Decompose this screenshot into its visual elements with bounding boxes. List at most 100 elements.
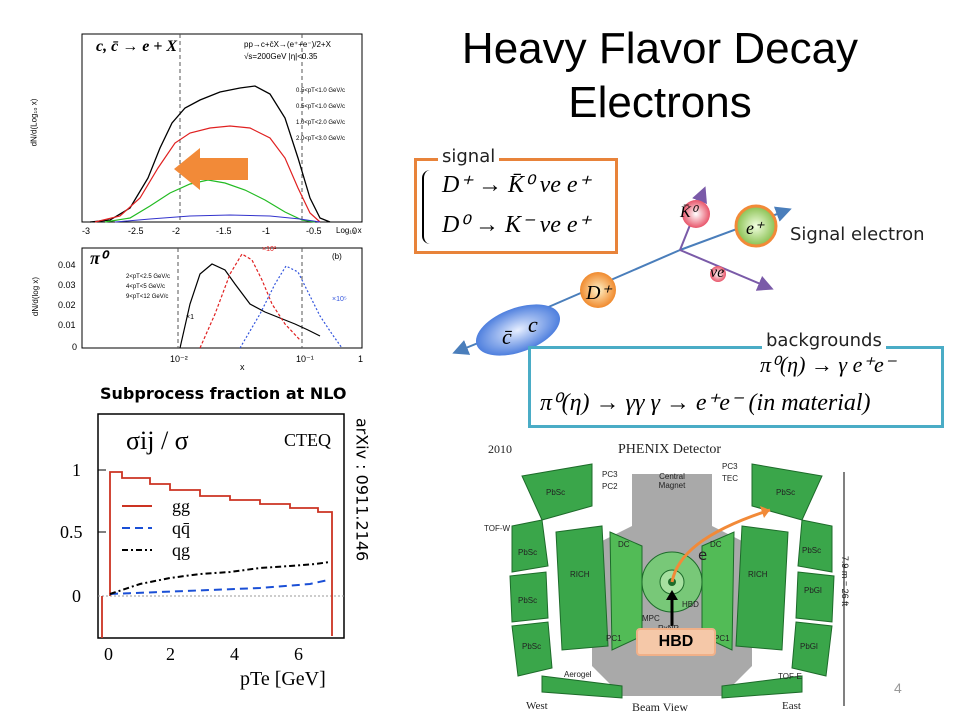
detector-label: TOF-E — [778, 672, 802, 681]
detector-bottom-view: Beam View — [632, 700, 689, 714]
scale-label: ×10² — [262, 246, 277, 253]
detector-label: Aerogel — [564, 670, 592, 679]
hbd-label: HBD — [636, 628, 716, 656]
y-tick: 0 — [72, 342, 77, 352]
legend-entry: 0.5<pT<1.0 GeV/c — [296, 88, 346, 94]
x-tick: -2 — [172, 226, 180, 236]
legend-entry: 0.5<pT<1.0 GeV/c — [296, 104, 346, 110]
detector-label: PbSc — [518, 548, 538, 557]
x-tick: 10⁻² — [170, 354, 188, 364]
pi0-x-plot: 0.04 0.03 0.02 0.01 0 10⁻² 10⁻¹ 1 x π⁰ (… — [31, 244, 370, 374]
detector-label: PC3 — [602, 470, 618, 479]
detector-label: MPC — [642, 614, 660, 623]
y-tick: 0.04 — [58, 260, 76, 270]
c-label: c — [528, 312, 538, 337]
legend-entry: 4<pT<5 GeV/c — [126, 284, 166, 290]
detector-label: Central Magnet — [658, 472, 686, 490]
panel-tag: (b) — [332, 252, 342, 261]
slide-title: Heavy Flavor Decay Electrons — [461, 24, 859, 127]
detector-label: PC3 — [722, 462, 738, 471]
detector-label: PC1 — [606, 634, 622, 643]
detector-dimension: 7.9 m = 26 ft — [840, 555, 850, 607]
decay-diagram — [452, 186, 792, 356]
signal-electron-label: Signal electron — [790, 224, 925, 245]
charm-decay-x-svg: -3 -2.5 -2 -1.5 -1 -0.5 0 — [81, 33, 363, 236]
detector-label: PbGl — [800, 642, 818, 651]
x-tick: 0 — [352, 226, 357, 236]
backgrounds-label: backgrounds — [762, 330, 886, 351]
detector-label: TOF-W — [484, 524, 511, 533]
x-tick: -1.5 — [216, 226, 232, 236]
x-tick: 1 — [358, 354, 363, 364]
detector-label: TEC — [722, 474, 738, 483]
backgrounds-box — [528, 346, 944, 428]
top-plot-process: pp→c+c̄X→(e⁺+e⁻)/2+X — [244, 40, 331, 49]
positron-label: e⁺ — [746, 218, 764, 238]
x-tick: -0.5 — [306, 226, 322, 236]
top-plot-energy: √s=200GeV |η|<0.35 — [244, 52, 318, 61]
detector-bottom-east: East — [782, 700, 801, 712]
signal-line-2: D⁰ → K⁻ νe e⁺ — [442, 212, 591, 238]
x-tick: 2 — [166, 644, 175, 664]
d-meson-label: D⁺ — [586, 282, 611, 304]
subprocess-svg — [97, 413, 345, 639]
y-tick: 0.01 — [58, 320, 76, 330]
x-tick: 4 — [230, 644, 239, 664]
y-tick: 0 — [72, 586, 81, 606]
cbar-label: c̄ — [502, 324, 512, 349]
x-tick: -1 — [262, 226, 270, 236]
detector-label: RICH — [570, 570, 590, 579]
neutrino-label: νe — [710, 264, 725, 281]
subprocess-plot: σij / σ CTEQ gg qq̄ qg 1 0.5 0 0 2 4 6 p… — [60, 408, 350, 698]
x-axis-label: x — [240, 362, 245, 372]
legend-gg: gg — [172, 496, 190, 516]
electron-label: e — [698, 546, 708, 564]
detector-label: PbSc — [518, 596, 538, 605]
detector-label: RICH — [748, 570, 768, 579]
scale-label: ×10⁵ — [332, 296, 347, 303]
background-line-2: π⁰(η) → γγ γ → e⁺e⁻ (in material) — [540, 390, 871, 416]
legend-entry: 2<pT<2.5 GeV/c — [126, 274, 171, 280]
x-tick: 0 — [104, 644, 113, 664]
charm-decay-x-plot: -3 -2.5 -2 -1.5 -1 -0.5 0 c, c̄ → e + X … — [29, 28, 370, 240]
y-tick: 0.5 — [60, 522, 83, 542]
y-tick: 0.03 — [58, 280, 76, 290]
detector-year: 2010 — [488, 442, 512, 456]
detector-label: PbSc — [776, 488, 796, 497]
legend-entry: 9<pT<12 GeV/c — [126, 294, 169, 300]
x-tick: 6 — [294, 644, 303, 664]
legend-entry: 2.0<pT<3.0 GeV/c — [296, 136, 346, 142]
detector-label: DC — [710, 540, 722, 549]
cteq-label: CTEQ — [284, 430, 331, 450]
background-line-1: π⁰(η) → γ e⁺e⁻ — [760, 352, 896, 377]
x-tick: -2.5 — [128, 226, 144, 236]
detector-label: PC2 — [602, 482, 618, 491]
x-tick: 10⁻¹ — [296, 354, 314, 364]
phenix-detector: 2010 PHENIX Detector PbSc PbSc PbSc PbSc… — [482, 436, 862, 714]
detector-label: PbSc — [522, 642, 542, 651]
mid-plot-ylabel: dN/d(log x) — [31, 276, 41, 317]
pi0-label: π⁰ — [90, 248, 108, 268]
scale-label: ×1 — [186, 314, 194, 321]
signal-box — [414, 158, 618, 254]
x-axis-label: pTe [GeV] — [240, 668, 326, 690]
top-plot-formula: c, c̄ → e + X — [96, 38, 178, 55]
signal-label: signal — [438, 146, 500, 167]
detector-label: PbSc — [802, 546, 822, 555]
signal-line-1: D⁺ → K̄⁰ νe e⁺ — [442, 172, 591, 198]
legend-qg: qg — [172, 540, 190, 560]
pi0-x-svg: 0.04 0.03 0.02 0.01 0 10⁻² 10⁻¹ 1 x — [58, 247, 363, 372]
subprocess-heading: Subprocess fraction at NLO — [100, 384, 347, 403]
y-tick: 0.02 — [58, 300, 76, 310]
x-tick: -3 — [82, 226, 90, 236]
legend-qq: qq̄ — [172, 518, 190, 538]
page-number: 4 — [894, 680, 902, 696]
ratio-label: σij / σ — [126, 426, 189, 455]
signal-brace — [422, 170, 436, 244]
top-plot-ylabel: dN/d(Log₁₀ x) — [29, 98, 39, 147]
k-meson-label: K̄⁰ — [680, 204, 698, 221]
detector-label: PbSc — [546, 488, 566, 497]
detector-label: HBD — [682, 600, 699, 609]
detector-label: PC1 — [714, 634, 730, 643]
detector-bottom-west: West — [526, 700, 548, 712]
